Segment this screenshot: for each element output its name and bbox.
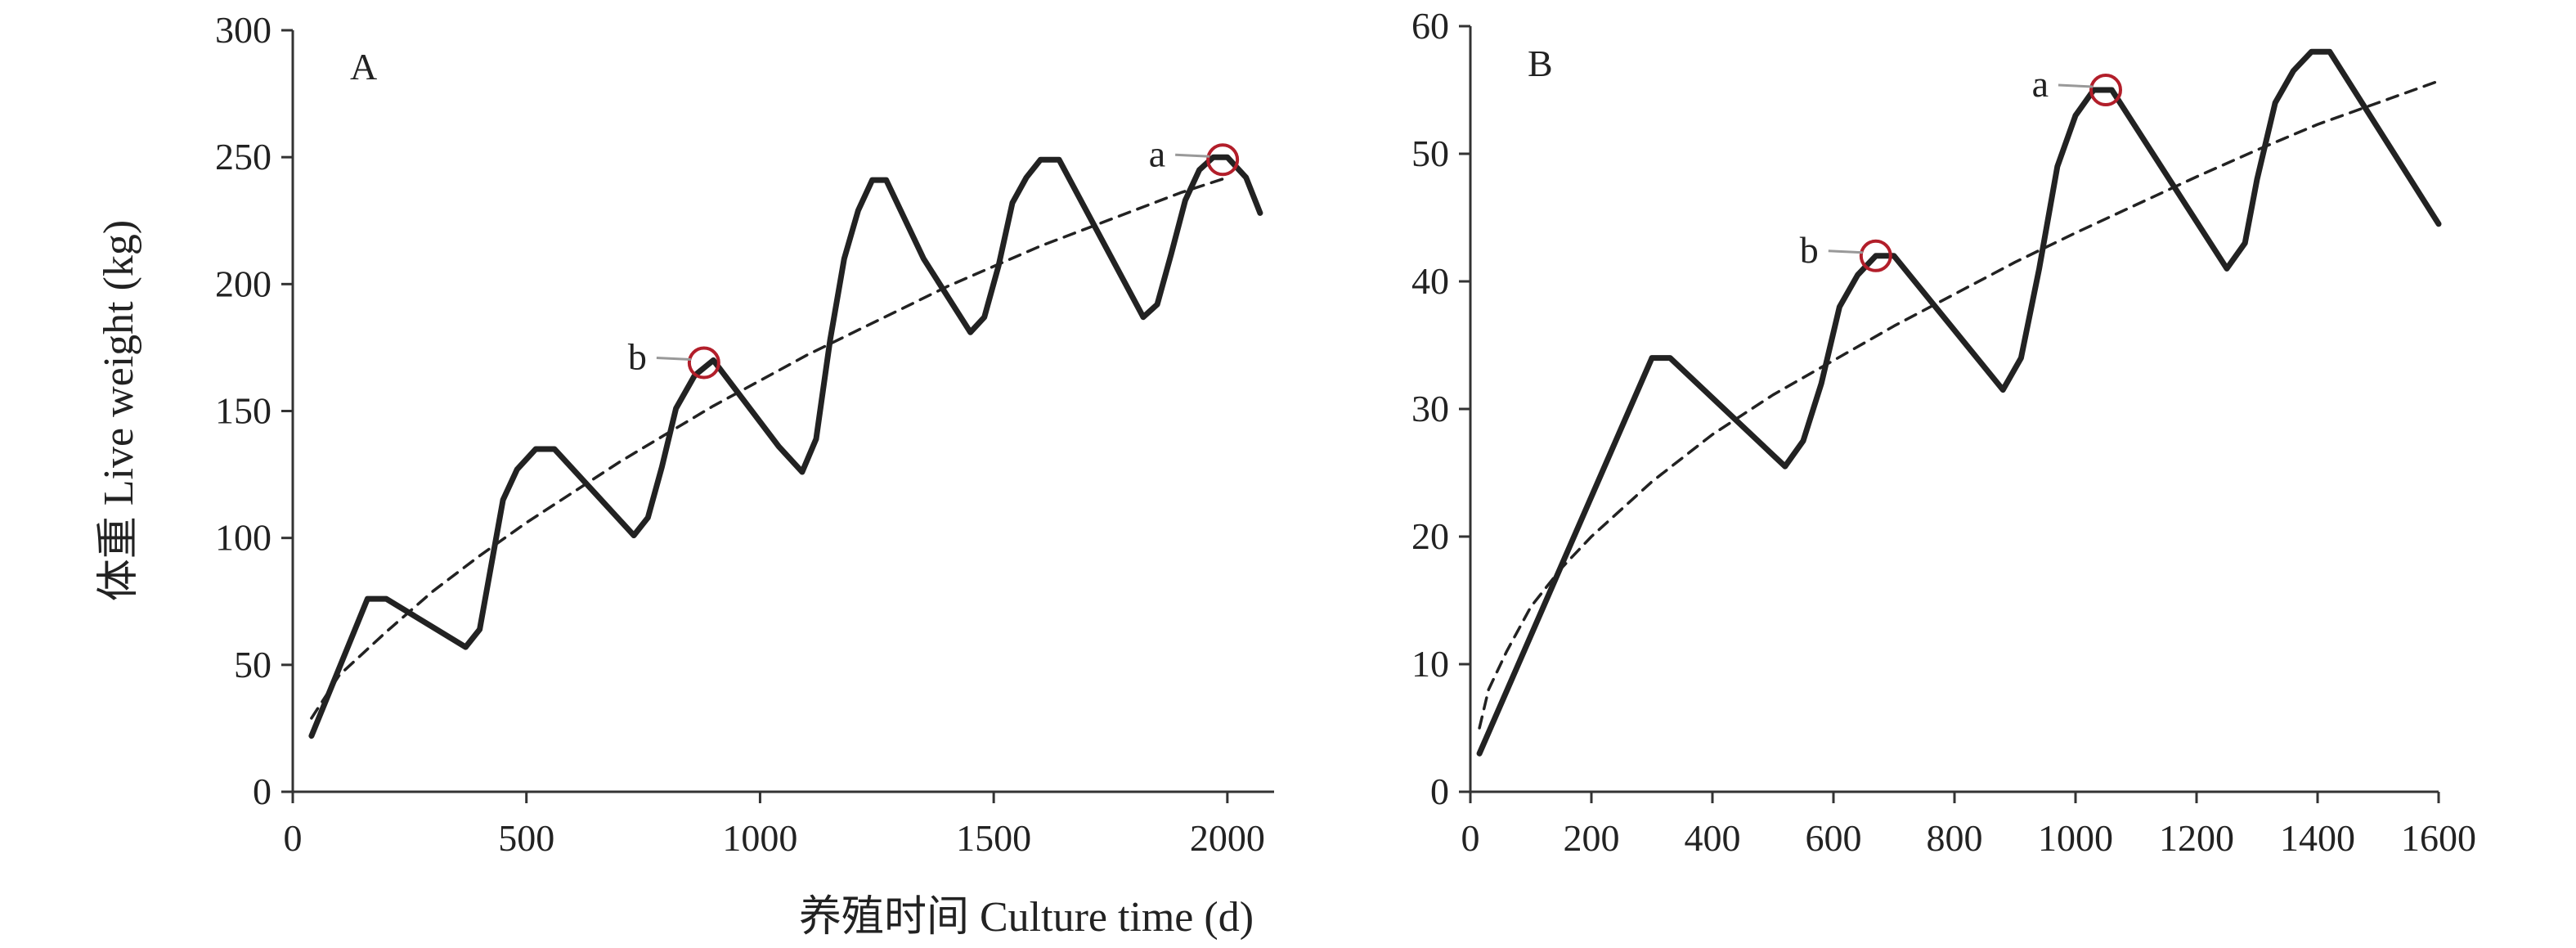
panel-a-marker-b-leader xyxy=(656,357,691,362)
panel-a-marker-b-circle xyxy=(687,346,720,380)
panel-b-marker-b-leader xyxy=(1828,249,1863,254)
panel-b-marker-b-label: b xyxy=(1800,229,1819,271)
panel-a-marker-a-leader xyxy=(1175,153,1210,158)
panel-b-y-tick-label: 50 xyxy=(1411,133,1449,174)
panel-a-y-tick-label: 100 xyxy=(215,517,272,559)
panel-b-x-tick-label: 400 xyxy=(1685,817,1741,859)
panel-a-y-axis-title: 体重 Live weight (kg) xyxy=(96,220,142,601)
panel-a-marker-b-label: b xyxy=(628,336,647,378)
panel-a-x-tick-label: 500 xyxy=(498,817,554,859)
panel-b-y-tick-label: 40 xyxy=(1411,260,1449,302)
panel-b-x-tick-label: 1000 xyxy=(2038,817,2113,859)
panel-b-x-tick-label: 1400 xyxy=(2280,817,2355,859)
panel-b-x-tick-label: 600 xyxy=(1806,817,1862,859)
panel-b-letter: B xyxy=(1528,43,1553,84)
panel-b-marker-a-label: a xyxy=(2032,63,2049,105)
panel-a-y-tick-label: 200 xyxy=(215,263,272,304)
panel-b-y-tick-label: 10 xyxy=(1411,643,1449,685)
panel-b-x-tick-label: 800 xyxy=(1927,817,1983,859)
panel-b-marker-b-circle xyxy=(1859,239,1892,272)
panel-b-marker-a-leader xyxy=(2058,83,2094,88)
panel-a-x-tick-label: 1000 xyxy=(722,817,797,859)
panel-b-x-tick-label: 1600 xyxy=(2401,817,2476,859)
panel-a-y-tick-label: 250 xyxy=(215,136,272,177)
panel-b-marker-a-circle xyxy=(2089,74,2122,106)
panel-b-x-tick-label: 0 xyxy=(1461,817,1480,859)
x-axis-title: 养殖时间 Culture time (d) xyxy=(799,894,1254,941)
panel-a-x-tick-label: 2000 xyxy=(1190,817,1265,859)
panel-b-y-tick-label: 20 xyxy=(1411,515,1449,557)
panel-a-marker-a-circle xyxy=(1206,143,1240,177)
panel-a-marker-a-label: a xyxy=(1149,133,1165,174)
panel-b-fit-curve xyxy=(1478,79,2440,730)
panel-b-y-tick-label: 30 xyxy=(1411,388,1449,429)
panel-a-fit-curve xyxy=(310,176,1229,720)
panel-a-y-tick-label: 150 xyxy=(215,390,272,432)
panel-b-x-tick-label: 1200 xyxy=(2159,817,2234,859)
panel-a-y-tick-label: 300 xyxy=(215,9,272,51)
panel-a-chart: 0 50 100 150 200 250 300 0 500 1000 1500 2000 体重 Liv… xyxy=(96,9,1274,859)
panel-b-y-tick-label: 0 xyxy=(1430,771,1449,812)
panel-a-weight-line xyxy=(308,154,1263,739)
panel-b-x-tick-label: 200 xyxy=(1564,817,1620,859)
panel-b-weight-line xyxy=(1476,48,2442,757)
panel-a-letter: A xyxy=(350,46,377,88)
panel-a-x-tick-label: 1500 xyxy=(956,817,1031,859)
panel-b-y-tick-label: 60 xyxy=(1411,5,1449,47)
panel-a-x-tick-label: 0 xyxy=(284,817,303,859)
panel-a-y-tick-label: 50 xyxy=(234,644,272,685)
panel-a-y-tick-label: 0 xyxy=(253,771,272,812)
